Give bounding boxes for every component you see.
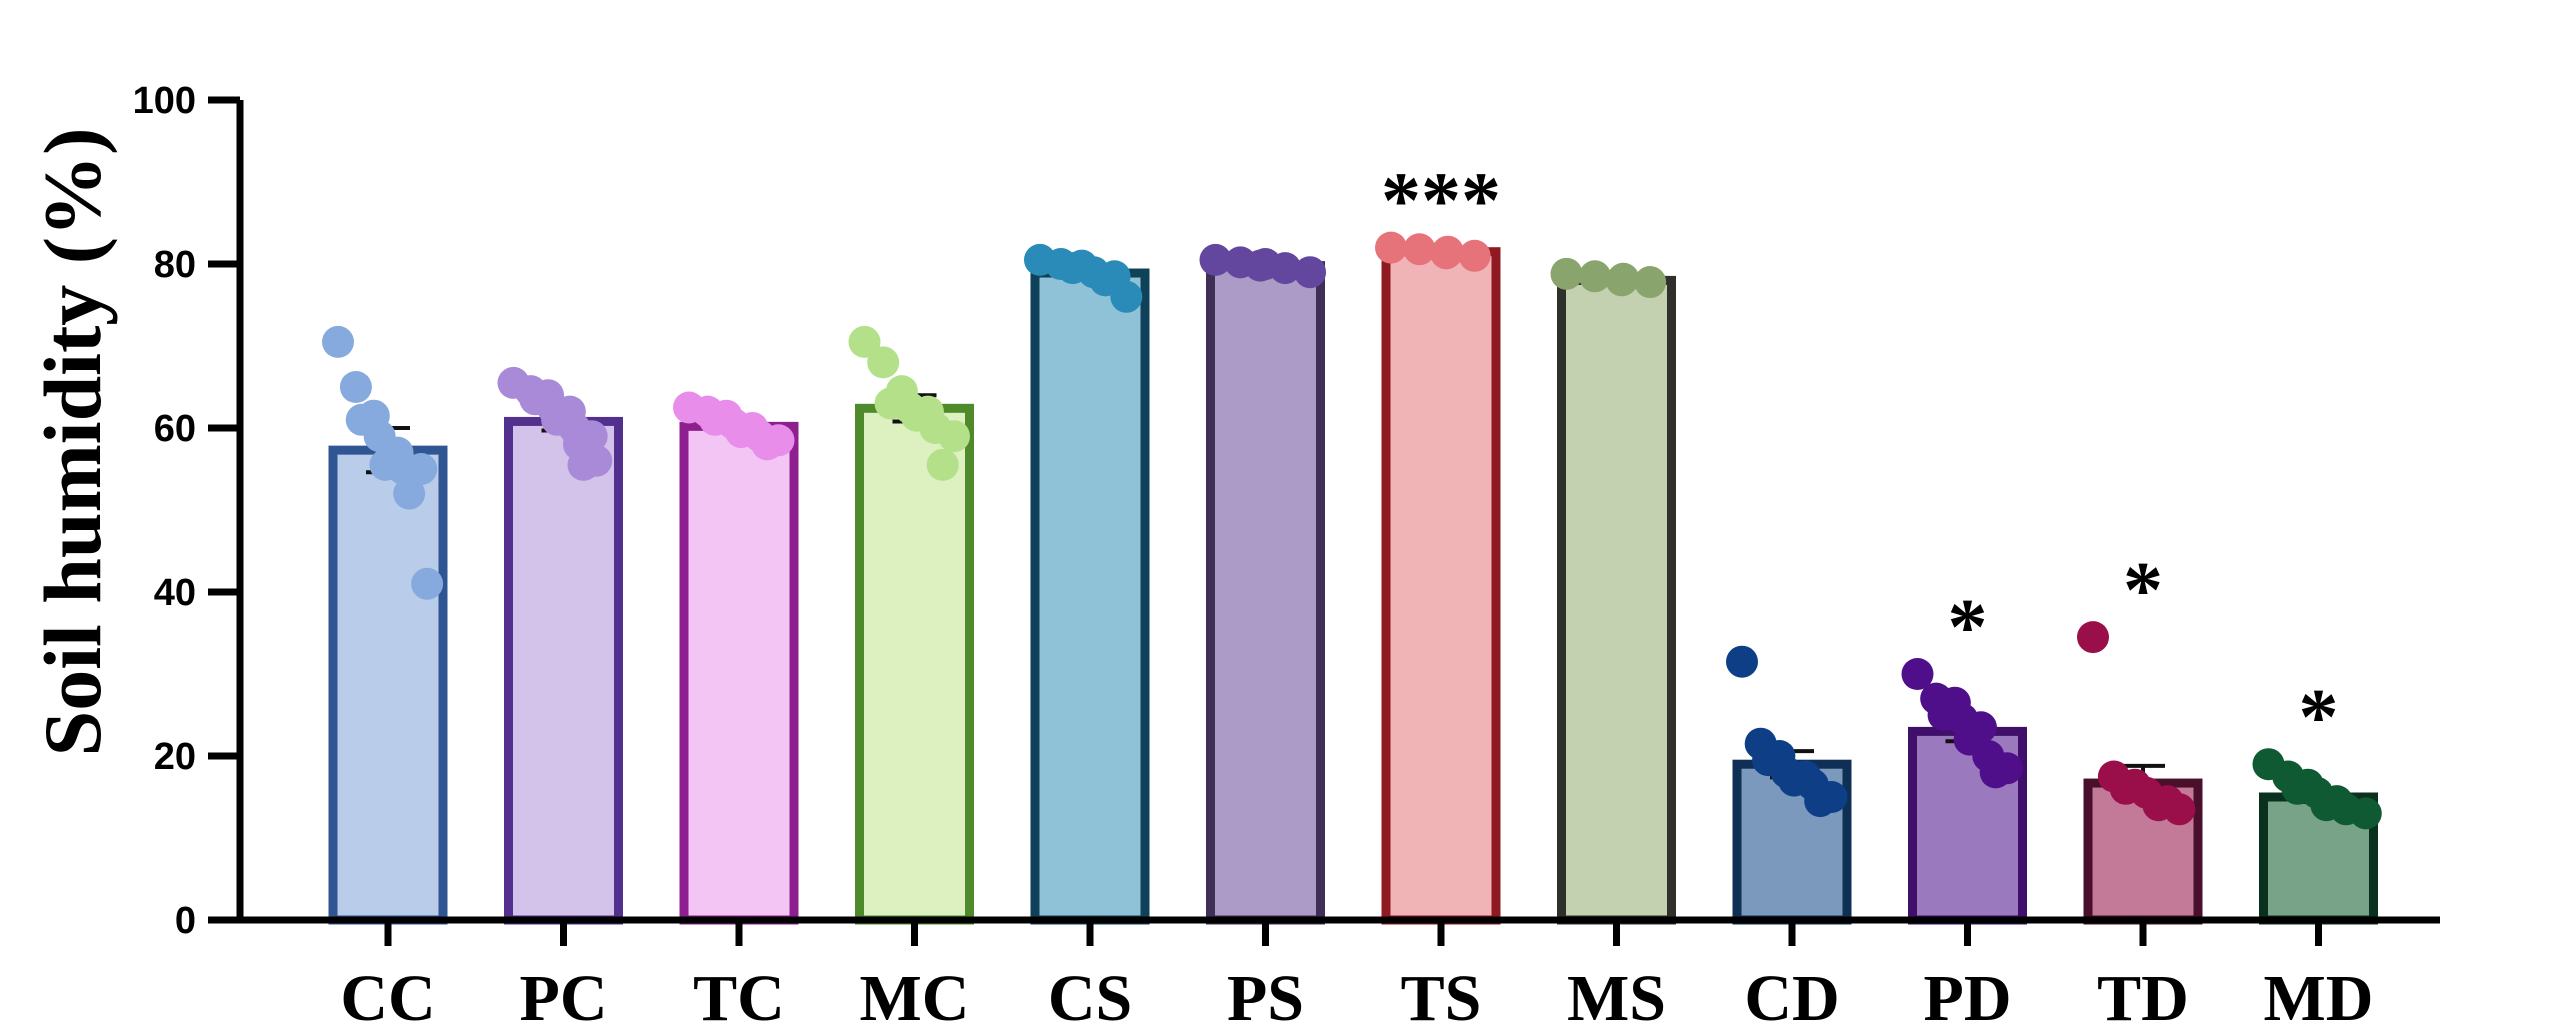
data-point-ps [1244, 249, 1277, 282]
x-tick-label-mc: MC [860, 962, 970, 1035]
points-layer [322, 231, 2382, 830]
bar-ts [1381, 247, 1501, 925]
x-tick-label-cd: CD [1744, 962, 1839, 1035]
data-point-td [2163, 793, 2196, 826]
data-point-ts [1375, 231, 1407, 264]
data-point-ms [1578, 260, 1611, 293]
x-tick-label-tc: TC [693, 962, 785, 1035]
x-tick-label-md: MD [2264, 962, 2374, 1035]
data-point-cs [1110, 280, 1143, 313]
y-tick-label-60: 60 [154, 408, 196, 450]
data-point-ps [1269, 252, 1302, 285]
y-tick-label-0: 0 [175, 900, 196, 942]
data-point-md [2349, 797, 2382, 830]
x-tick-label-pc: PC [520, 962, 608, 1035]
data-point-ms [1550, 257, 1583, 290]
bar-ps [1206, 261, 1325, 925]
bar-tc [679, 421, 799, 925]
data-point-cd [1804, 785, 1837, 818]
x-tick-label-cc: CC [340, 962, 435, 1035]
bar-ms [1557, 275, 1676, 925]
data-point-ts [1430, 237, 1463, 270]
significance-label-pd: * [1948, 584, 1988, 672]
data-point-ps [1294, 256, 1327, 289]
data-point-pd [1901, 658, 1934, 690]
data-point-ts [1458, 239, 1491, 272]
bar-cs [1030, 268, 1150, 925]
significance-label-ts: *** [1381, 158, 1501, 246]
data-point-cc [405, 453, 438, 485]
data-point-cc [411, 567, 444, 600]
axes-layer [208, 96, 2440, 946]
labels-layer: CC PC TC MC CS PS *** TS MS CD * PD * TD * MD 0 20 40 60 80 1… [133, 80, 2374, 1035]
data-point-ts [1403, 233, 1436, 266]
significance-label-md: * [2299, 674, 2339, 762]
x-tick-label-td: TD [2097, 962, 2189, 1035]
data-point-mc [926, 448, 959, 481]
bar-cc [328, 445, 448, 925]
data-point-cc [322, 325, 354, 358]
data-point-mc [848, 325, 881, 358]
data-point-pd [1979, 756, 2012, 789]
x-tick-label-cs: CS [1048, 962, 1132, 1035]
y-tick-label-20: 20 [154, 736, 196, 778]
data-point-td [2077, 621, 2109, 654]
bar-pc [504, 416, 623, 925]
bars-layer [328, 247, 2378, 925]
data-point-pc [567, 448, 600, 481]
data-point-cc [339, 371, 372, 403]
data-point-ms [1605, 264, 1638, 297]
data-point-mc [937, 420, 970, 453]
x-tick-label-ps: PS [1227, 962, 1304, 1035]
bar-mc [855, 403, 974, 925]
y-axis-title: Soil humidity (%) [27, 128, 118, 757]
data-point-ms [1634, 266, 1667, 299]
x-tick-label-ts: TS [1401, 962, 1482, 1035]
y-tick-label-80: 80 [154, 244, 196, 286]
error-bars-layer [366, 248, 2341, 804]
data-point-mc [867, 346, 900, 379]
data-point-cd [1726, 645, 1758, 678]
data-point-cc [393, 477, 426, 510]
x-tick-label-pd: PD [1924, 962, 2012, 1035]
significance-label-td: * [2123, 547, 2163, 635]
y-tick-label-100: 100 [133, 80, 196, 122]
bar-md [2259, 792, 2378, 925]
x-tick-label-ms: MS [1567, 962, 1666, 1035]
data-point-ps [1199, 243, 1232, 276]
data-point-tc [751, 428, 784, 461]
y-tick-label-40: 40 [154, 572, 196, 614]
